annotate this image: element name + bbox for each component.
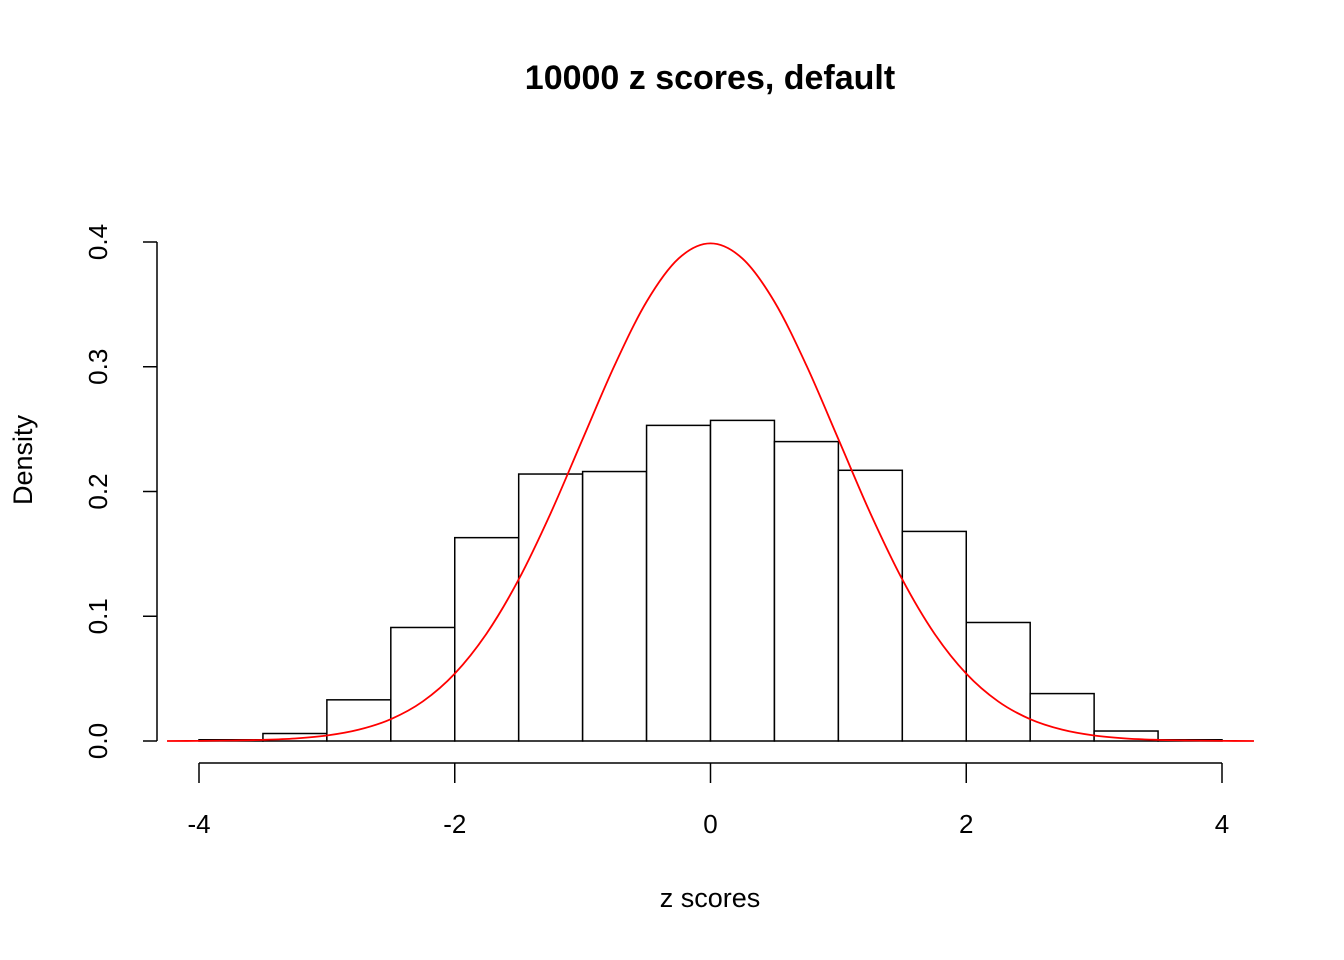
- histogram-bar: [645, 424, 712, 742]
- histogram-bar: [709, 419, 776, 742]
- histogram-bar: [517, 473, 584, 742]
- y-tick-label: 0.4: [83, 224, 113, 260]
- histogram-bar: [581, 470, 648, 742]
- x-tick-label: 2: [959, 809, 973, 839]
- y-tick-label: 0.1: [83, 598, 113, 634]
- y-tick-label: 0.0: [83, 723, 113, 759]
- histogram-bar: [901, 530, 967, 742]
- histogram-bar: [454, 536, 520, 742]
- x-tick-label: -4: [187, 809, 210, 839]
- x-tick-label: 4: [1215, 809, 1229, 839]
- x-tick-label: 0: [703, 809, 717, 839]
- y-axis-label: Density: [8, 414, 38, 505]
- y-tick-label: 0.2: [83, 473, 113, 509]
- x-tick-label: -2: [443, 809, 466, 839]
- histogram-bar: [773, 440, 840, 742]
- x-axis-label: z scores: [660, 883, 761, 913]
- histogram-bar: [837, 469, 904, 742]
- chart-title: 10000 z scores, default: [525, 59, 895, 97]
- y-tick-label: 0.3: [83, 349, 113, 385]
- histogram-bar: [965, 621, 1031, 742]
- density-curve: [167, 242, 1254, 742]
